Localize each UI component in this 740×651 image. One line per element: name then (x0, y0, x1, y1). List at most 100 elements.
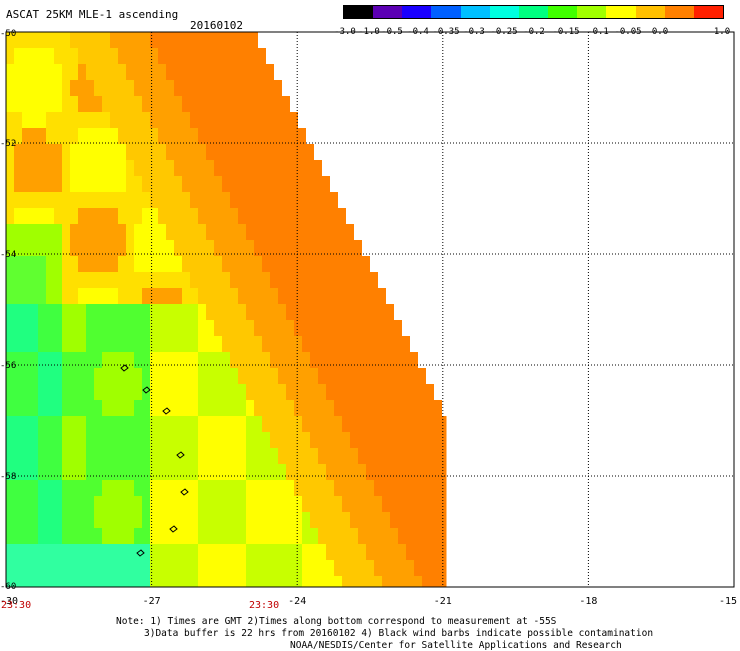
swath-cell (182, 496, 191, 513)
swath-cell (318, 192, 327, 209)
swath-cell (390, 352, 399, 369)
swath-cell (38, 576, 47, 587)
swath-cell (62, 272, 71, 289)
swath-cell (118, 288, 127, 305)
swath-cell (398, 368, 407, 385)
swath-cell (406, 528, 415, 545)
swath-cell (134, 192, 143, 209)
swath-cell (438, 496, 447, 513)
swath-cell (158, 480, 167, 497)
swath-cell (230, 400, 239, 417)
swath-cell (158, 544, 167, 561)
swath-cell (326, 224, 335, 241)
swath-cell (158, 576, 167, 587)
swath-cell (150, 48, 159, 65)
swath-cell (310, 576, 319, 587)
swath-cell (206, 224, 215, 241)
swath-cell (238, 560, 247, 577)
swath-cell (134, 400, 143, 417)
swath-cell (262, 80, 271, 97)
swath-cell (38, 112, 47, 129)
swath-cell (86, 400, 95, 417)
swath-cell (222, 160, 231, 177)
swath-cell (166, 336, 175, 353)
swath-cell (190, 512, 199, 529)
swath-cell (334, 384, 343, 401)
swath-cell (150, 320, 159, 337)
swath-cell (270, 448, 279, 465)
swath-cell (110, 192, 119, 209)
swath-cell (414, 352, 423, 369)
swath-cell (398, 560, 407, 577)
swath-cell (6, 176, 15, 193)
swath-cell (222, 336, 231, 353)
swath-cell (86, 464, 95, 481)
swath-cell (102, 80, 111, 97)
swath-cell (174, 272, 183, 289)
swath-cell (206, 560, 215, 577)
swath-cell (166, 256, 175, 273)
swath-cell (22, 336, 31, 353)
swath-cell (198, 224, 207, 241)
swath-cell (254, 448, 263, 465)
swath-cell (70, 544, 79, 561)
swath-cell (222, 304, 231, 321)
swath-cell (374, 480, 383, 497)
swath-cell (182, 80, 191, 97)
swath-cell (126, 448, 135, 465)
latitude-label: -60 (0, 582, 16, 592)
swath-cell (94, 320, 103, 337)
swath-cell (86, 448, 95, 465)
swath-cell (294, 304, 303, 321)
swath-cell (86, 48, 95, 65)
swath-cell (94, 432, 103, 449)
swath-cell (70, 368, 79, 385)
swath-cell (414, 544, 423, 561)
swath-cell (22, 160, 31, 177)
swath-cell (238, 208, 247, 225)
swath-cell (54, 528, 63, 545)
swath-cell (30, 464, 39, 481)
swath-cell (438, 448, 447, 465)
swath-cell (342, 448, 351, 465)
swath-cell (78, 224, 87, 241)
swath-cell (134, 480, 143, 497)
swath-cell (302, 176, 311, 193)
swath-cell (174, 304, 183, 321)
swath-cell (126, 160, 135, 177)
swath-cell (94, 336, 103, 353)
swath-cell (70, 48, 79, 65)
swath-cell (350, 224, 359, 241)
swath-cell (294, 368, 303, 385)
swath-cell (54, 144, 63, 161)
swath-cell (62, 64, 71, 81)
swath-cell (198, 560, 207, 577)
swath-cell (190, 480, 199, 497)
swath-cell (142, 32, 151, 49)
swath-cell (14, 352, 23, 369)
swath-cell (222, 432, 231, 449)
swath-cell (318, 288, 327, 305)
swath-cell (366, 544, 375, 561)
swath-cell (46, 240, 55, 257)
swath-data (6, 32, 447, 587)
swath-cell (238, 256, 247, 273)
swath-cell (102, 224, 111, 241)
swath-cell (382, 336, 391, 353)
swath-cell (126, 224, 135, 241)
swath-cell (358, 272, 367, 289)
swath-cell (326, 496, 335, 513)
swath-cell (46, 528, 55, 545)
swath-cell (414, 496, 423, 513)
swath-cell (358, 432, 367, 449)
colorbar-swatch (693, 6, 724, 18)
swath-cell (118, 144, 127, 161)
swath-cell (262, 384, 271, 401)
swath-cell (62, 448, 71, 465)
swath-cell (262, 128, 271, 145)
swath-cell (334, 464, 343, 481)
swath-cell (262, 96, 271, 113)
swath-cell (142, 432, 151, 449)
swath-cell (22, 496, 31, 513)
swath-cell (38, 480, 47, 497)
